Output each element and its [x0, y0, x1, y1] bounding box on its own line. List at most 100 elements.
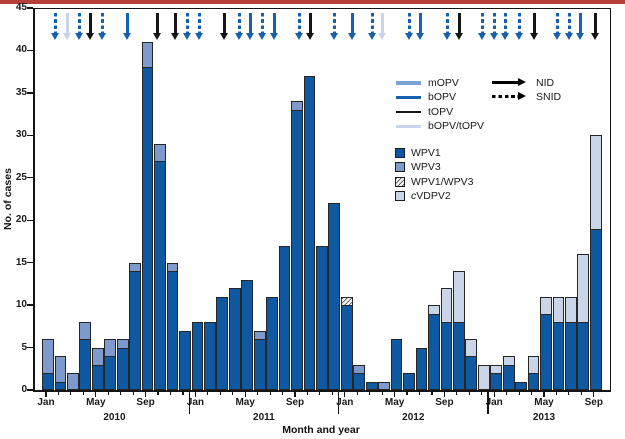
plot-area	[33, 8, 611, 392]
bar-segment-wpv1	[340, 305, 353, 390]
snid-arrow-bopv-icon	[98, 13, 107, 41]
bar-segment-wpv1	[328, 203, 341, 390]
cvdpv2-swatch	[395, 191, 405, 201]
top-red-rule	[0, 0, 625, 4]
bar-segment-wpv3	[104, 339, 117, 358]
bar-segment-wpv1	[216, 296, 229, 390]
bar-segment-wpv1	[390, 339, 403, 390]
bar-segment-wpv1	[515, 381, 527, 390]
bar-segment-wpv1	[54, 381, 67, 390]
month-tick	[319, 391, 321, 395]
bar-segment-wpv3	[116, 339, 129, 349]
y-axis-tick	[27, 304, 33, 306]
month-tick	[306, 391, 309, 395]
month-tick	[294, 391, 296, 397]
bopv-line-swatch	[396, 96, 421, 99]
bar-segment-wpv1	[440, 322, 453, 390]
snid-arrow-bopv-icon	[195, 13, 204, 41]
bar-segment-wpv1	[154, 160, 166, 390]
snid-arrow-bopv-icon	[553, 13, 562, 41]
bar-segment-wpv1-wpv3	[340, 296, 353, 307]
month-tick	[257, 391, 259, 395]
nid-arrow-topv-icon	[220, 13, 229, 41]
y-axis-tick	[27, 219, 33, 221]
bar-segment-cvdpv2	[552, 296, 565, 324]
month-tick-label: Sep	[136, 397, 155, 408]
month-tick	[530, 391, 533, 395]
month-tick	[344, 391, 346, 397]
nid-arrow-icon	[492, 78, 528, 87]
bar-segment-cvdpv2	[490, 364, 503, 375]
year-separator	[487, 390, 489, 414]
bar-segment-wpv1	[129, 271, 142, 390]
bar-segment-wpv1	[303, 75, 316, 390]
bar-segment-cvdpv2	[440, 288, 453, 324]
snid-arrow-bopv-icon	[235, 13, 244, 41]
bar-segment-wpv1	[104, 356, 117, 390]
snid-arrow-bopv-icon	[183, 13, 192, 41]
bar-segment-wpv1	[203, 322, 216, 390]
month-tick	[381, 391, 383, 395]
month-tick-label: May	[384, 397, 405, 408]
snid-arrow-bopv-icon	[565, 13, 574, 41]
month-tick	[543, 391, 545, 397]
nid-arrow-bopv-icon	[270, 13, 279, 41]
year-label: 2010	[103, 412, 126, 423]
bar-segment-wpv3	[291, 101, 303, 111]
mopv-line-swatch	[396, 81, 421, 85]
snid-arrow-bopv-icon	[330, 13, 339, 41]
bar-segment-cvdpv2	[428, 305, 440, 315]
y-axis-tick-label: 45	[15, 2, 27, 13]
y-axis-tick	[27, 7, 33, 9]
y-axis-tick-label: 20	[15, 214, 27, 226]
bar-segment-wpv3	[79, 322, 92, 341]
bar-segment-cvdpv2	[502, 356, 515, 366]
legend-label: mOPV	[428, 77, 459, 89]
bar-segment-wpv1	[527, 373, 540, 390]
snid-arrow-bopv-icon	[75, 13, 84, 41]
bar-segment-wpv3	[42, 339, 54, 375]
legend-label: bOPV/tOPV	[428, 120, 485, 132]
bar-segment-wpv1	[291, 109, 303, 390]
nid-arrow-topv-icon	[530, 13, 539, 41]
month-tick	[493, 391, 495, 397]
month-tick	[356, 391, 358, 395]
bar-segment-wpv1	[428, 313, 440, 390]
nid-arrow-topv-icon	[306, 13, 315, 41]
y-axis-tick	[27, 346, 33, 349]
snid-arrow-bopv-icon	[258, 13, 267, 41]
bar-segment-wpv3	[91, 347, 104, 366]
bar-segment-wpv1	[266, 296, 278, 390]
year-label: 2011	[253, 412, 275, 423]
y-axis-tick-label: 25	[15, 171, 27, 183]
bar-segment-wpv1	[91, 364, 104, 390]
month-tick-label: May	[534, 397, 554, 408]
bar-segment-wpv3	[67, 373, 79, 390]
month-tick	[194, 391, 196, 397]
snid-arrow-bopv-icon	[515, 13, 524, 41]
nid-arrow-bopv-icon	[348, 13, 357, 41]
bar-segment-wpv1	[179, 330, 191, 390]
bar-segment-wpv3	[129, 262, 142, 273]
month-tick	[57, 391, 60, 395]
y-axis-tick	[27, 177, 33, 179]
bar-segment-cvdpv2	[527, 356, 540, 375]
year-label: 2013	[532, 412, 556, 423]
month-tick-label: Sep	[285, 397, 305, 408]
month-tick	[95, 391, 97, 397]
bar-segment-wpv1	[552, 322, 565, 390]
month-tick	[418, 391, 421, 395]
bar-segment-cvdpv2	[477, 364, 490, 390]
month-tick	[157, 391, 159, 395]
bar-segment-wpv1	[116, 347, 129, 390]
y-axis-tick-label: 5	[21, 341, 27, 353]
legend-label: WPV1	[411, 147, 441, 159]
month-tick-label: Jan	[186, 397, 204, 408]
snid-arrow-bopv-icon	[478, 13, 487, 41]
year-separator	[188, 390, 190, 414]
month-tick-label: Jan	[37, 397, 55, 408]
bar-segment-wpv1	[141, 67, 154, 390]
bar-segment-wpv3	[54, 356, 67, 383]
y-axis-tick	[27, 49, 33, 52]
month-tick	[281, 391, 284, 395]
